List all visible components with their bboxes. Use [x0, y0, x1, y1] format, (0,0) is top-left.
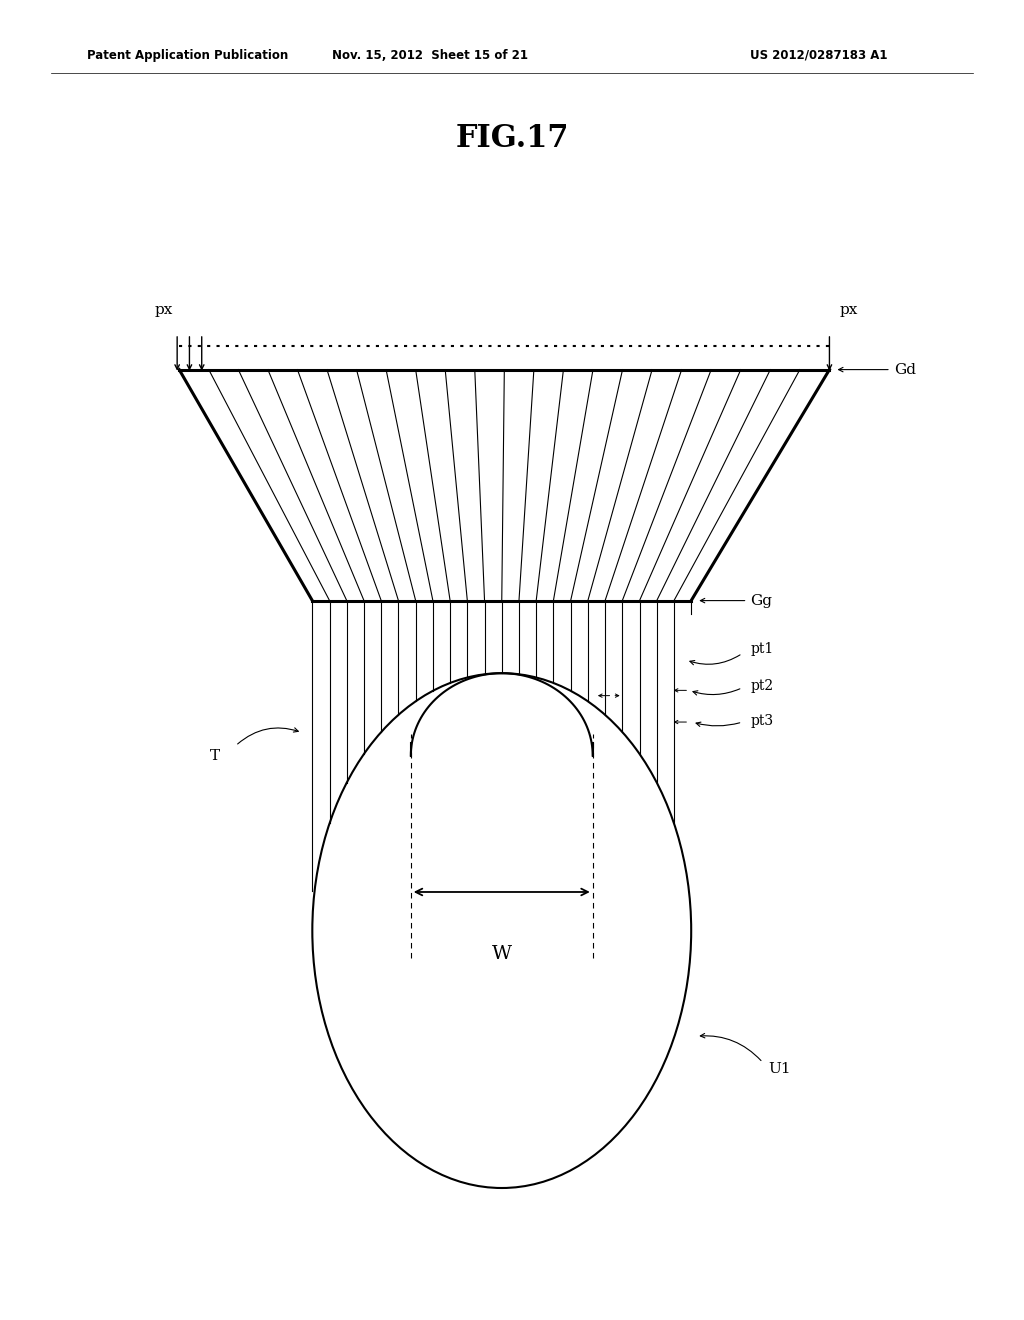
Text: Gg: Gg — [751, 594, 772, 607]
Text: Gd: Gd — [894, 363, 915, 376]
Text: Patent Application Publication: Patent Application Publication — [87, 49, 289, 62]
Text: T: T — [210, 750, 220, 763]
Text: px: px — [155, 302, 173, 317]
Text: W: W — [492, 945, 512, 962]
Text: pt2: pt2 — [751, 680, 774, 693]
Text: US 2012/0287183 A1: US 2012/0287183 A1 — [751, 49, 888, 62]
Text: pt1: pt1 — [751, 643, 774, 656]
Text: U1: U1 — [768, 1063, 791, 1076]
Text: px: px — [840, 302, 858, 317]
Text: FIG.17: FIG.17 — [456, 123, 568, 154]
Text: Nov. 15, 2012  Sheet 15 of 21: Nov. 15, 2012 Sheet 15 of 21 — [332, 49, 528, 62]
Text: pt3: pt3 — [751, 714, 774, 727]
